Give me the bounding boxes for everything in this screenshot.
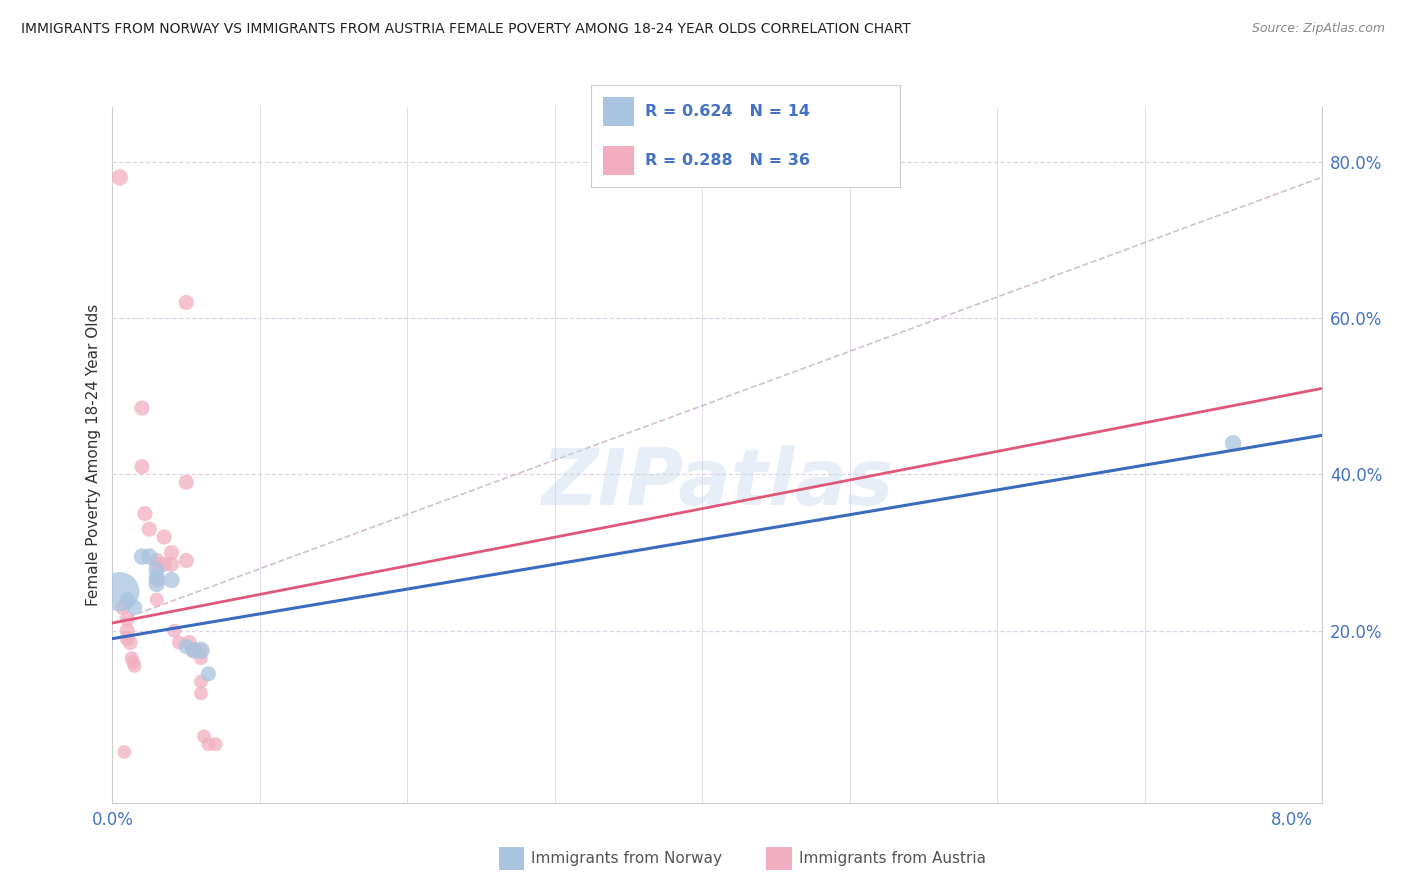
Point <box>138 522 160 536</box>
Point <box>179 635 201 649</box>
Point <box>163 624 186 638</box>
Point <box>160 573 183 587</box>
Text: ZIPatlas: ZIPatlas <box>541 445 893 521</box>
Point <box>145 592 167 607</box>
Point <box>190 643 212 657</box>
FancyBboxPatch shape <box>603 97 634 126</box>
Point <box>145 558 167 572</box>
Text: R = 0.288   N = 36: R = 0.288 N = 36 <box>644 153 810 169</box>
Point <box>131 401 153 415</box>
Point <box>153 558 176 572</box>
Y-axis label: Female Poverty Among 18-24 Year Olds: Female Poverty Among 18-24 Year Olds <box>86 304 101 606</box>
Point <box>197 737 219 751</box>
Point <box>193 730 215 744</box>
Point <box>190 686 212 700</box>
Point <box>174 295 197 310</box>
Point <box>145 563 167 577</box>
Point <box>145 573 167 587</box>
Point <box>124 600 146 615</box>
Point <box>204 737 226 751</box>
Point <box>190 674 212 689</box>
Text: Immigrants from Norway: Immigrants from Norway <box>531 852 723 866</box>
Point <box>115 624 138 638</box>
Point <box>167 635 190 649</box>
Point <box>108 170 131 185</box>
Point <box>197 666 219 681</box>
Point <box>138 549 160 564</box>
Point <box>121 651 143 665</box>
Point <box>145 553 167 567</box>
Point <box>112 745 135 759</box>
Point <box>122 655 145 669</box>
Point <box>111 600 134 615</box>
Point <box>1222 436 1244 450</box>
Point <box>131 459 153 474</box>
Point <box>160 546 183 560</box>
Point <box>134 507 156 521</box>
Text: R = 0.624   N = 14: R = 0.624 N = 14 <box>644 103 810 119</box>
Point <box>115 612 138 626</box>
Point <box>115 632 138 646</box>
Point <box>108 584 131 599</box>
Point <box>145 571 167 585</box>
Text: IMMIGRANTS FROM NORWAY VS IMMIGRANTS FROM AUSTRIA FEMALE POVERTY AMONG 18-24 YEA: IMMIGRANTS FROM NORWAY VS IMMIGRANTS FRO… <box>21 22 911 37</box>
Point <box>190 643 212 657</box>
Point <box>145 577 167 591</box>
Point <box>190 651 212 665</box>
Point <box>124 659 146 673</box>
Point <box>115 592 138 607</box>
Point <box>183 643 205 657</box>
Point <box>183 643 205 657</box>
Point <box>174 553 197 567</box>
FancyBboxPatch shape <box>603 146 634 175</box>
Text: Source: ZipAtlas.com: Source: ZipAtlas.com <box>1251 22 1385 36</box>
Text: Immigrants from Austria: Immigrants from Austria <box>799 852 986 866</box>
Point <box>174 475 197 490</box>
Point <box>120 635 142 649</box>
Point <box>131 549 153 564</box>
Point <box>160 558 183 572</box>
Point <box>153 530 176 544</box>
Point <box>174 640 197 654</box>
